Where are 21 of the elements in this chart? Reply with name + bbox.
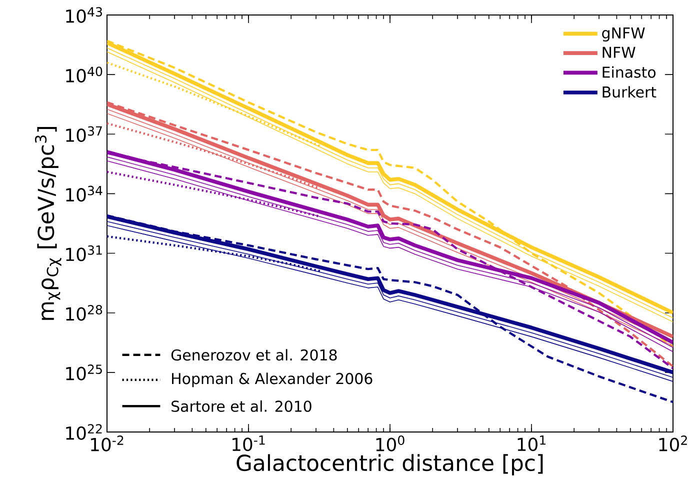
annotation: Generozov et al. 2018	[171, 349, 337, 361]
annotation: Sartore et al. 2010	[172, 400, 312, 412]
y-tick-label: 10$^{34}$	[66, 186, 102, 202]
legend-label: NFW	[602, 46, 636, 58]
y-tick-label: 10$^{40}$	[66, 66, 102, 82]
x-tick-label: 10$^{2}$	[659, 436, 687, 452]
x-tick-label: 10$^{-1}$	[232, 436, 265, 452]
y-tick-label: 10$^{37}$	[66, 126, 102, 142]
annotation: Hopman & Alexander 2006	[172, 372, 372, 388]
x-axis-title: Galactocentric distance [pc]	[236, 454, 543, 476]
y-tick-label: 10$^{31}$	[66, 245, 102, 262]
y-axis-title: m$_{χ}$ρ$_{Cχ}$ [GeV/s/pc$^{3}$]	[34, 127, 62, 320]
x-tick-label: 10$^{-2}$	[91, 436, 124, 452]
legend-label: gNFW	[602, 28, 645, 42]
legend-label: Burkert	[602, 86, 656, 98]
x-tick-label: 10$^{0}$	[376, 436, 404, 452]
y-tick-label: 10$^{25}$	[66, 364, 102, 380]
legend-label: Einasto	[602, 66, 656, 78]
x-tick-label: 10$^{1}$	[518, 436, 546, 452]
y-tick-label: 10$^{43}$	[66, 7, 102, 23]
y-tick-label: 10$^{28}$	[66, 304, 102, 321]
